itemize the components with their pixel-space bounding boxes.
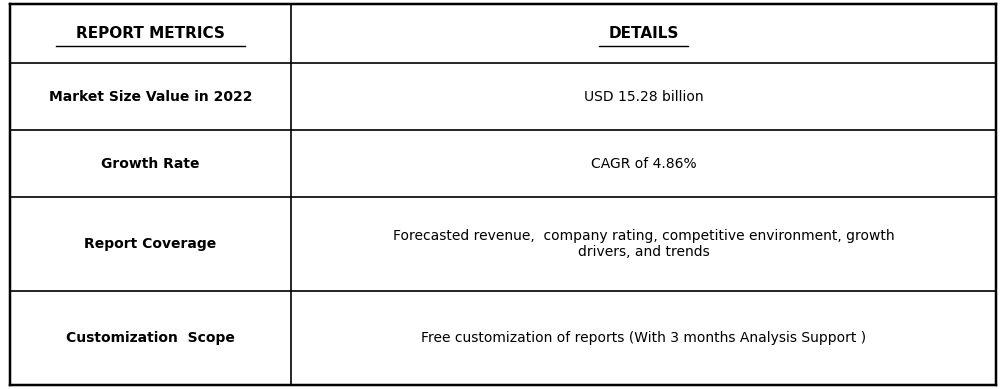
Text: Forecasted revenue,  company rating, competitive environment, growth
drivers, an: Forecasted revenue, company rating, comp… [392, 229, 894, 259]
Text: Report Coverage: Report Coverage [85, 237, 216, 251]
Text: USD 15.28 billion: USD 15.28 billion [583, 90, 703, 104]
Text: REPORT METRICS: REPORT METRICS [76, 26, 225, 41]
Text: Customization  Scope: Customization Scope [66, 331, 235, 345]
Text: DETAILS: DETAILS [609, 26, 679, 41]
Text: Market Size Value in 2022: Market Size Value in 2022 [49, 90, 253, 104]
Text: Free customization of reports (With 3 months Analysis Support ): Free customization of reports (With 3 mo… [421, 331, 866, 345]
Text: CAGR of 4.86%: CAGR of 4.86% [591, 157, 696, 171]
Text: Growth Rate: Growth Rate [102, 157, 200, 171]
